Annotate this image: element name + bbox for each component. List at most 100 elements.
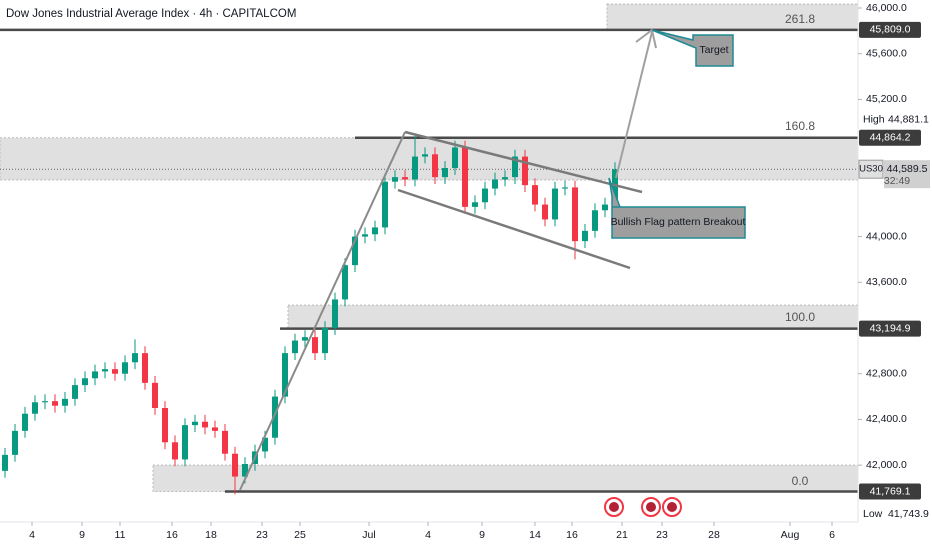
candle-body	[72, 385, 78, 399]
x-tick-label: 25	[294, 529, 306, 541]
last-price-bg	[884, 160, 930, 189]
candle-body	[222, 430, 228, 454]
level-zone	[287, 304, 859, 330]
candle-body	[402, 177, 408, 180]
target-arrow	[615, 31, 653, 179]
x-tick-label: Jul	[362, 529, 375, 541]
x-tick-label: 16	[566, 529, 578, 541]
candle-body	[2, 454, 8, 471]
candle-body	[332, 299, 338, 328]
y-tick-label: 46,000.0	[866, 2, 907, 14]
candle-body	[572, 187, 578, 242]
flag-lower-line	[397, 188, 631, 270]
x-tick-label: 14	[529, 529, 541, 541]
candle-body	[542, 204, 548, 220]
candle-body	[42, 401, 48, 403]
candle-body	[182, 425, 188, 460]
candle-body	[422, 154, 428, 157]
candle-body	[62, 398, 68, 406]
x-tick-label: 11	[115, 529, 126, 541]
candle-body	[472, 202, 478, 207]
arrow-head	[635, 28, 657, 49]
candle-body	[292, 340, 298, 354]
candle-body	[32, 402, 38, 414]
candle-body	[172, 442, 178, 460]
price-tag: 45,809.0	[870, 24, 911, 36]
candle-body	[602, 204, 608, 211]
price-tag: 44,864.2	[870, 132, 911, 144]
candle-body	[612, 169, 618, 205]
axes: 45,809.0 44,864.2 43,194.9 41,769.1 46,000.0…	[29, 2, 930, 541]
x-tick-label: 4	[29, 529, 35, 541]
candle-body	[142, 353, 148, 383]
flag-icon	[609, 502, 619, 512]
last-price: 44,589.5	[887, 163, 928, 175]
countdown: 32:49	[884, 175, 910, 187]
drawings: Target Bullish Flag pattern Breakout	[239, 28, 746, 517]
candle-body	[302, 337, 308, 341]
candle-body	[562, 187, 568, 189]
candle-body	[432, 154, 438, 178]
candle-body	[272, 396, 278, 438]
candle-body	[592, 210, 598, 231]
candle-body	[312, 337, 318, 354]
candle-body	[82, 378, 88, 386]
level-label: 160.8	[785, 119, 815, 133]
level-label: 261.8	[785, 12, 815, 26]
y-tick-label: 42,800.0	[866, 367, 907, 379]
candle-body	[202, 421, 208, 428]
candle-body	[112, 369, 118, 374]
target-callout	[651, 29, 734, 67]
candle-body	[552, 188, 558, 220]
y-tick-label: 45,200.0	[866, 93, 907, 105]
candle-body	[282, 353, 288, 397]
candle-body	[382, 181, 388, 228]
price-tag: 41,769.1	[870, 485, 911, 497]
candles	[2, 135, 618, 495]
symbol-tag-bg	[858, 159, 884, 179]
candle-body	[372, 227, 378, 235]
chart-title: Dow Jones Industrial Average Index · 4h …	[6, 8, 296, 20]
candle-body	[502, 177, 508, 180]
event-icons	[604, 497, 682, 517]
x-tick-label: 9	[479, 529, 485, 541]
level-label: 100.0	[785, 310, 815, 324]
candle-body	[92, 371, 98, 379]
x-tick-label: 23	[656, 529, 668, 541]
level-zone	[0, 137, 859, 181]
price-tag-bg	[859, 21, 921, 38]
candle-body	[442, 168, 448, 178]
candle-body	[412, 156, 418, 180]
candle-body	[522, 156, 528, 186]
x-tick-label: Aug	[781, 529, 800, 541]
x-tick-label: 28	[708, 529, 720, 541]
candle-body	[232, 453, 238, 477]
candle-body	[242, 464, 248, 477]
candle-body	[192, 421, 198, 426]
candle-body	[362, 234, 368, 237]
flag-upper-line	[404, 130, 643, 194]
low-marker-label: Low	[863, 508, 883, 520]
x-tick-label: 4	[425, 529, 431, 541]
level-zone	[152, 464, 859, 493]
candle-body	[22, 413, 28, 431]
candle-body	[452, 147, 458, 168]
high-marker-label: High	[863, 114, 885, 126]
y-tick-label: 45,600.0	[866, 47, 907, 59]
x-tick-label: 9	[79, 529, 85, 541]
candle-body	[582, 230, 588, 242]
candle-body	[392, 177, 398, 182]
y-tick-label: 42,000.0	[866, 459, 907, 471]
x-tick-label: 18	[205, 529, 217, 541]
symbol-tag: US30	[859, 164, 883, 175]
candle-body	[462, 147, 468, 207]
price-tag: 43,194.9	[870, 322, 911, 334]
candle-body	[492, 179, 498, 189]
flag-icon	[667, 502, 677, 512]
candle-body	[12, 430, 18, 455]
candle-body	[132, 353, 138, 363]
candle-body	[212, 427, 218, 431]
x-tick-label: 21	[616, 529, 628, 541]
